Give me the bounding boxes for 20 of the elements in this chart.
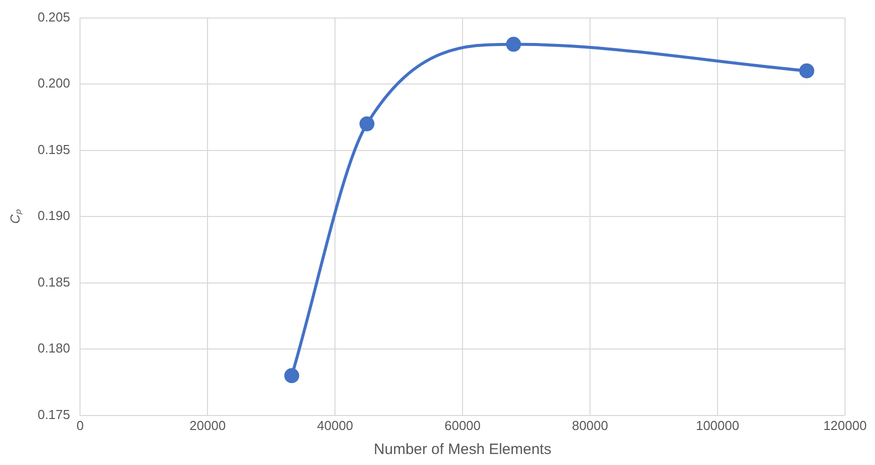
x-tick-label: 120000	[823, 418, 867, 433]
point	[506, 36, 522, 52]
y-tick-label: 0.195	[38, 142, 70, 157]
y-tick-label: 0.185	[38, 274, 70, 290]
y-tick-label: 0.190	[38, 208, 70, 224]
x-tick-label: 60000	[444, 418, 481, 433]
point	[284, 368, 300, 384]
y-axis-title: Cₚ	[7, 208, 24, 224]
x-tick-label: 40000	[317, 418, 354, 433]
y-tick-label: 0.200	[38, 76, 70, 91]
y-tick-label: 0.175	[38, 406, 70, 422]
x-tick-label: 20000	[190, 418, 226, 433]
point	[799, 63, 814, 78]
y-tick-label: 0.180	[38, 340, 70, 356]
x-axis-title: Number of Mesh Elements	[374, 441, 552, 458]
x-tick-label: 80000	[572, 418, 608, 433]
point	[359, 116, 374, 132]
x-tick-label: 100000	[696, 418, 740, 433]
x-tick-label: 0	[76, 418, 84, 433]
y-tick-label: 0.205	[38, 9, 70, 24]
